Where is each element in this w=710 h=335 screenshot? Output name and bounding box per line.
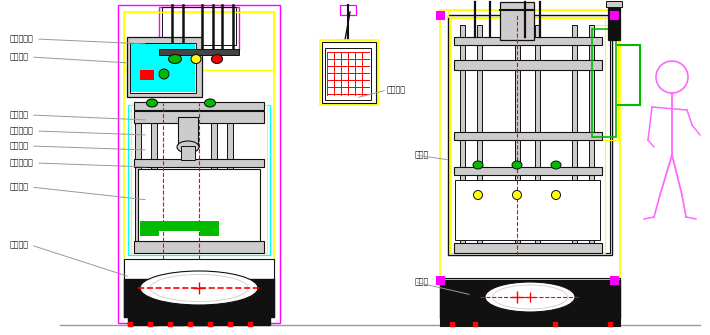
Ellipse shape <box>150 274 248 302</box>
Ellipse shape <box>485 282 575 312</box>
Bar <box>148 317 158 325</box>
Text: 顶面压紧杆: 顶面压紧杆 <box>10 127 34 135</box>
Ellipse shape <box>168 55 182 64</box>
Bar <box>134 159 264 167</box>
Bar <box>477 25 482 250</box>
Bar <box>320 40 378 105</box>
Bar <box>515 25 520 250</box>
Ellipse shape <box>191 55 201 64</box>
Bar <box>174 317 184 325</box>
Bar <box>124 12 274 317</box>
Bar <box>159 7 239 50</box>
Bar <box>454 37 602 45</box>
Ellipse shape <box>474 191 483 200</box>
Text: 泄漏检测仪: 泄漏检测仪 <box>10 35 34 44</box>
Bar <box>455 180 600 240</box>
Ellipse shape <box>473 161 483 169</box>
Bar <box>440 10 620 280</box>
Bar <box>124 12 274 70</box>
Text: 电气柜: 电气柜 <box>415 150 430 159</box>
Bar <box>211 105 217 253</box>
Text: 设备立柱: 设备立柱 <box>10 141 29 150</box>
Bar <box>127 37 202 97</box>
Bar <box>134 241 264 253</box>
Ellipse shape <box>140 271 258 305</box>
Bar <box>131 105 267 253</box>
Ellipse shape <box>204 99 216 107</box>
Bar <box>134 111 264 123</box>
Bar <box>325 48 371 100</box>
Bar <box>124 259 274 317</box>
Bar <box>454 60 602 70</box>
Text: 返料机底: 返料机底 <box>10 183 29 192</box>
Bar <box>448 15 612 255</box>
Bar <box>606 1 622 7</box>
Bar <box>128 317 270 325</box>
Ellipse shape <box>512 161 522 169</box>
Bar <box>227 105 233 253</box>
Bar <box>118 5 280 323</box>
Bar <box>158 221 200 230</box>
Bar <box>440 280 620 318</box>
Ellipse shape <box>212 55 222 64</box>
Bar <box>124 279 274 317</box>
Bar <box>159 49 239 55</box>
Bar <box>448 10 613 17</box>
Bar <box>130 43 196 93</box>
Ellipse shape <box>552 191 560 200</box>
Bar <box>151 105 157 253</box>
Text: 设备台架: 设备台架 <box>10 241 29 250</box>
Bar <box>322 42 376 103</box>
Bar <box>500 2 534 40</box>
Bar <box>131 44 195 92</box>
Bar <box>138 169 260 241</box>
Ellipse shape <box>177 141 199 153</box>
Bar <box>589 25 594 250</box>
Bar <box>140 70 154 80</box>
Circle shape <box>159 69 169 79</box>
Bar <box>535 25 540 250</box>
Bar <box>194 317 214 325</box>
Bar <box>340 5 356 15</box>
Bar <box>140 221 158 235</box>
Bar <box>178 117 198 147</box>
Bar <box>450 17 610 253</box>
Bar <box>436 276 444 284</box>
Ellipse shape <box>146 99 158 107</box>
Bar <box>454 132 602 140</box>
Bar <box>134 102 264 110</box>
Text: 底座封堵板: 底座封堵板 <box>10 158 34 168</box>
Bar <box>181 146 195 160</box>
Bar <box>590 25 618 140</box>
Bar <box>128 105 270 255</box>
Text: 储气罐: 储气罐 <box>415 277 430 286</box>
Bar <box>610 11 618 19</box>
Text: 顶面夹具: 顶面夹具 <box>10 111 29 120</box>
Text: 防护罩材: 防护罩材 <box>10 53 29 62</box>
Bar <box>610 276 618 284</box>
Ellipse shape <box>513 191 522 200</box>
Bar <box>200 221 218 235</box>
Bar <box>440 318 620 326</box>
Bar <box>572 25 577 250</box>
Bar <box>436 11 444 19</box>
Bar <box>454 167 602 175</box>
Bar <box>454 243 602 253</box>
Bar <box>592 29 616 137</box>
Bar <box>440 278 620 318</box>
Bar <box>608 2 620 40</box>
Bar <box>440 280 620 318</box>
Bar <box>135 105 141 253</box>
Bar <box>460 25 465 250</box>
Bar <box>162 7 236 45</box>
Bar <box>450 18 605 253</box>
Ellipse shape <box>551 161 561 169</box>
Text: 操作面板: 操作面板 <box>387 85 406 94</box>
